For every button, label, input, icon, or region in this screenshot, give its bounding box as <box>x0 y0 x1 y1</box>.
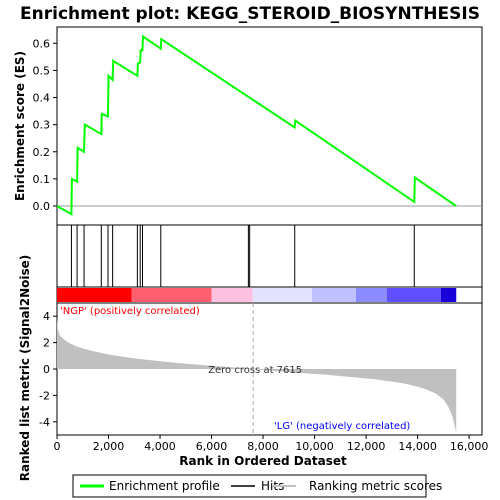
hits-panel-frame <box>56 224 483 288</box>
chart-title: Enrichment plot: KEGG_STEROID_BIOSYNTHES… <box>20 4 480 24</box>
es-y-tick-label: 0.6 <box>33 37 51 50</box>
es-y-ticks: 0.0 0.1 0.2 0.3 0.4 0.5 0.6 <box>33 37 57 213</box>
x-tick-label: 6,000 <box>196 440 228 453</box>
colorbar-segment <box>131 288 212 302</box>
enrichment-profile-line <box>56 34 457 216</box>
x-tick-label: 10,000 <box>295 440 334 453</box>
colorbar-segment <box>355 288 387 302</box>
colorbar-segment <box>57 288 132 302</box>
legend: Enrichment profile Hits Ranking metric s… <box>72 474 442 498</box>
zero-cross-label: Zero cross at 7615 <box>208 365 302 376</box>
rank-colorbar <box>57 288 457 302</box>
negative-label: 'LG' (negatively correlated) <box>274 421 410 432</box>
es-panel-frame <box>56 26 483 226</box>
x-tick-label: 12,000 <box>347 440 386 453</box>
colorbar-segment <box>252 288 312 302</box>
es-y-tick-label: 0.2 <box>33 146 51 159</box>
metric-y-tick-label: -4 <box>39 416 50 429</box>
x-axis-label: Rank in Ordered Dataset <box>179 454 347 468</box>
ranking-metric-area <box>57 317 457 433</box>
es-y-tick-label: 0.5 <box>33 64 51 77</box>
es-y-tick-label: 0.3 <box>33 119 51 132</box>
x-ticks: 0 2,000 4,000 6,000 8,000 10,000 12,000 14,000 1… <box>54 435 489 453</box>
metric-y-axis-label: Ranked list metric (Signal2Noise) <box>18 255 32 482</box>
es-y-tick-label: 0.0 <box>33 200 51 213</box>
colorbar-segment <box>312 288 356 302</box>
colorbar-segment <box>211 288 253 302</box>
positive-label: 'NGP' (positively correlated) <box>60 306 200 317</box>
colorbar-segment <box>440 288 457 302</box>
metric-y-tick-label: 2 <box>43 337 50 350</box>
hits-marks <box>70 225 415 287</box>
metric-y-tick-label: -2 <box>39 389 50 402</box>
x-tick-label: 14,000 <box>398 440 437 453</box>
es-y-axis-label: Enrichment score (ES) <box>13 51 27 201</box>
metric-y-ticks: -4 -2 0 2 4 <box>39 310 57 429</box>
legend-entry-enrichment-profile: Enrichment profile <box>109 479 220 493</box>
es-y-tick-label: 0.4 <box>33 92 51 105</box>
metric-y-tick-label: 0 <box>43 363 50 376</box>
x-tick-label: 4,000 <box>144 440 176 453</box>
colorbar-segment <box>386 288 441 302</box>
legend-entry-ranking-metric: Ranking metric scores <box>309 479 442 493</box>
x-tick-label: 8,000 <box>247 440 279 453</box>
x-tick-label: 16,000 <box>450 440 489 453</box>
es-y-tick-label: 0.1 <box>33 173 51 186</box>
x-tick-label: 2,000 <box>93 440 125 453</box>
x-tick-label: 0 <box>54 440 61 453</box>
metric-y-tick-label: 4 <box>43 310 50 323</box>
